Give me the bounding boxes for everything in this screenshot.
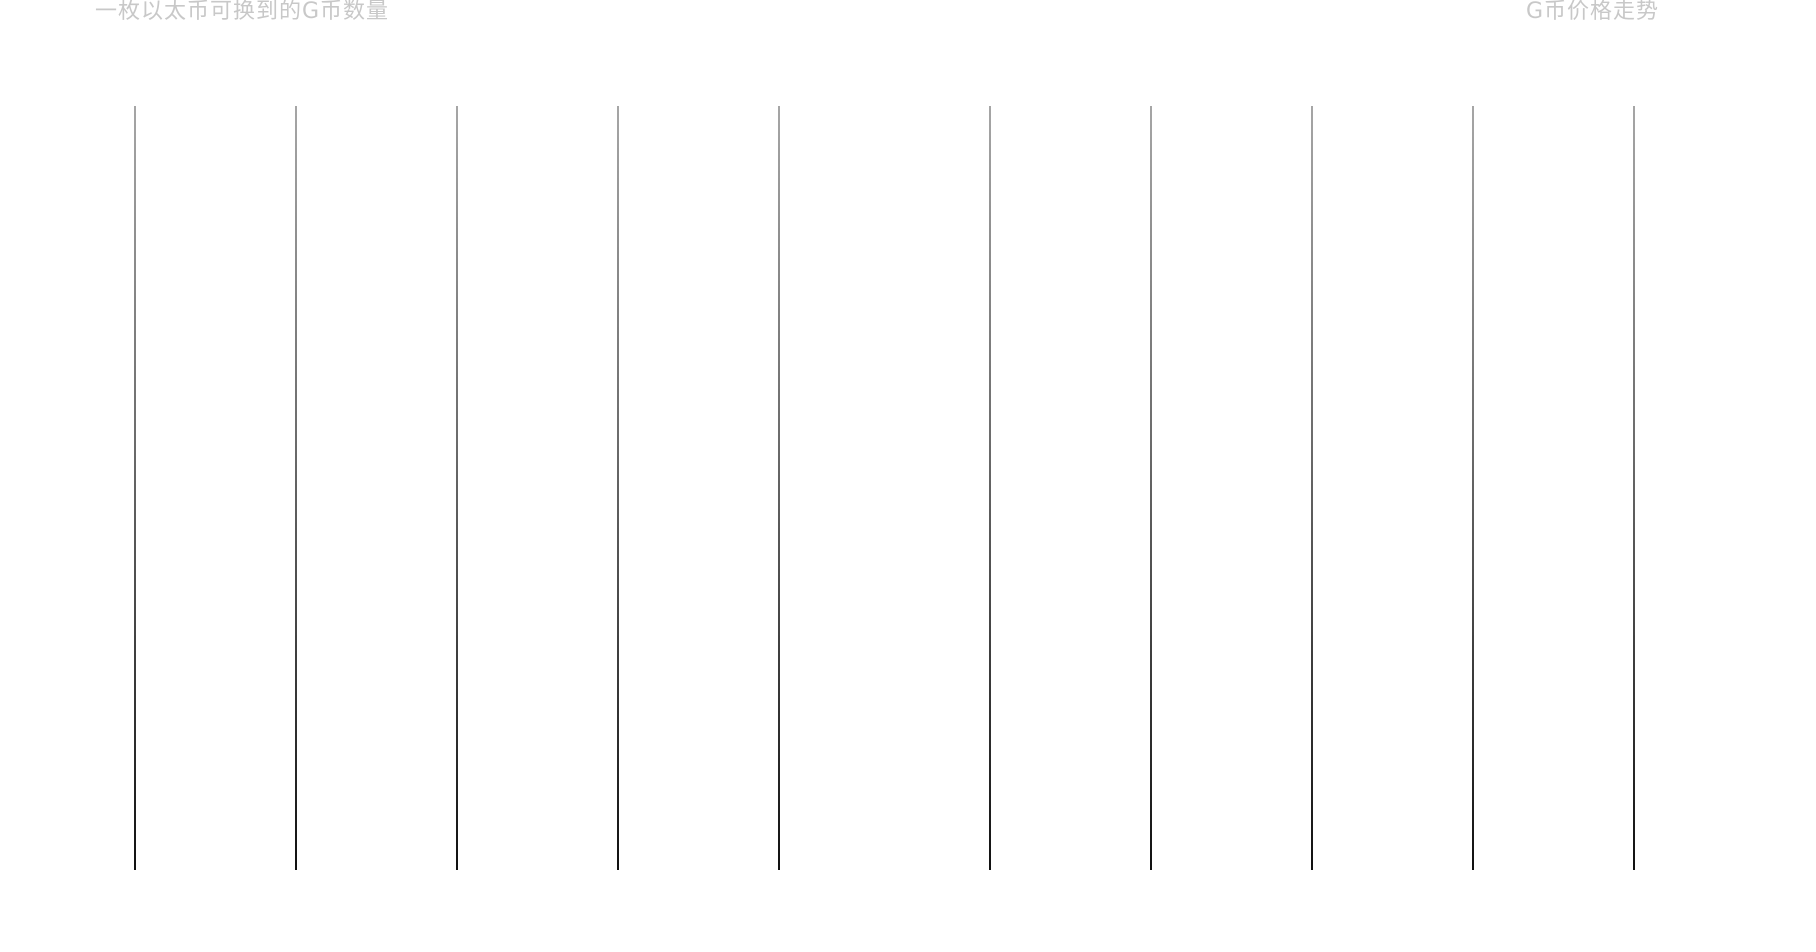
- vertical-line: [778, 106, 780, 870]
- vertical-line: [617, 106, 619, 870]
- vertical-line: [1150, 106, 1152, 870]
- vertical-line: [1311, 106, 1313, 870]
- vertical-line: [1633, 106, 1635, 870]
- vertical-line: [1472, 106, 1474, 870]
- vertical-line: [295, 106, 297, 870]
- g-coin-price-trend-label: G币价格走势: [1526, 0, 1660, 24]
- vertical-line: [989, 106, 991, 870]
- vertical-line: [456, 106, 458, 870]
- vertical-line: [134, 106, 136, 870]
- eth-to-g-coin-label: 一枚以太币可换到的G币数量: [95, 0, 390, 24]
